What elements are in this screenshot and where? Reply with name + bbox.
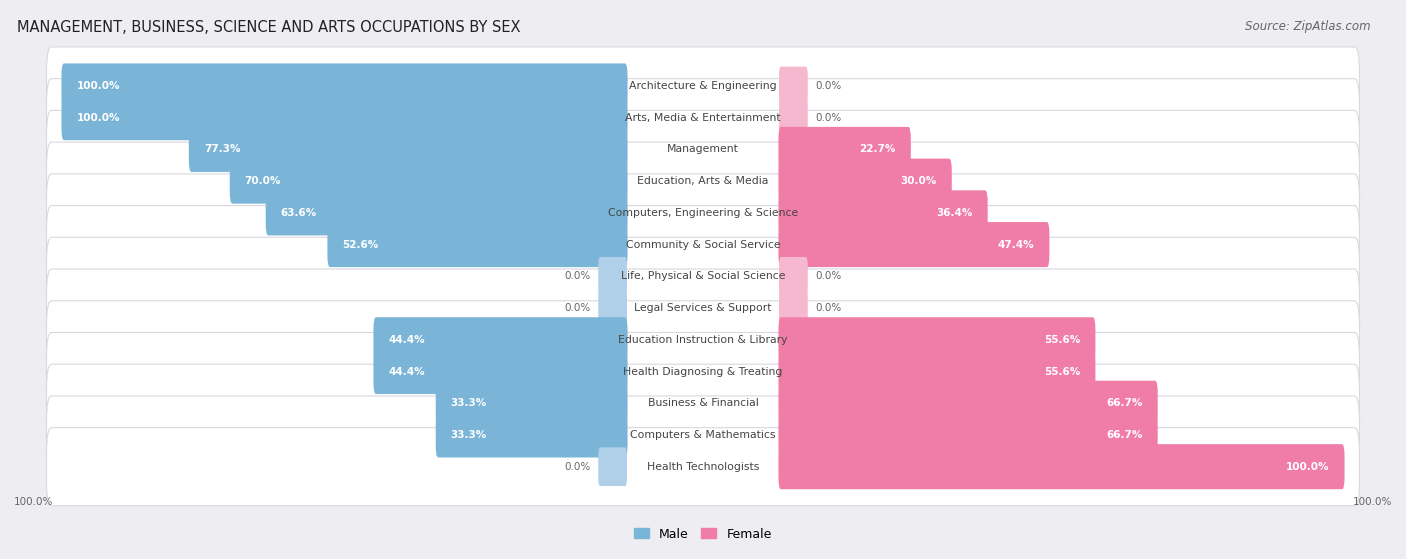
Text: 66.7%: 66.7% — [1107, 398, 1143, 408]
FancyBboxPatch shape — [46, 79, 1360, 157]
Text: 0.0%: 0.0% — [565, 462, 591, 472]
FancyBboxPatch shape — [46, 428, 1360, 506]
FancyBboxPatch shape — [779, 413, 1157, 457]
FancyBboxPatch shape — [46, 206, 1360, 283]
FancyBboxPatch shape — [779, 257, 807, 296]
Text: 0.0%: 0.0% — [565, 271, 591, 281]
Text: Education Instruction & Library: Education Instruction & Library — [619, 335, 787, 345]
FancyBboxPatch shape — [779, 288, 807, 328]
FancyBboxPatch shape — [46, 301, 1360, 379]
FancyBboxPatch shape — [188, 127, 627, 172]
FancyBboxPatch shape — [599, 288, 627, 328]
Text: Health Diagnosing & Treating: Health Diagnosing & Treating — [623, 367, 783, 377]
Text: 44.4%: 44.4% — [388, 335, 425, 345]
FancyBboxPatch shape — [779, 444, 1344, 489]
FancyBboxPatch shape — [46, 47, 1360, 125]
Text: 36.4%: 36.4% — [936, 208, 973, 218]
FancyBboxPatch shape — [62, 95, 627, 140]
FancyBboxPatch shape — [46, 238, 1360, 315]
Text: Community & Social Service: Community & Social Service — [626, 240, 780, 250]
FancyBboxPatch shape — [599, 257, 627, 296]
Text: 55.6%: 55.6% — [1045, 335, 1080, 345]
Text: Business & Financial: Business & Financial — [648, 398, 758, 408]
Text: 0.0%: 0.0% — [815, 271, 841, 281]
Text: 100.0%: 100.0% — [76, 81, 120, 91]
Text: 77.3%: 77.3% — [204, 144, 240, 154]
Text: 22.7%: 22.7% — [859, 144, 896, 154]
Text: 30.0%: 30.0% — [901, 176, 936, 186]
Text: 0.0%: 0.0% — [815, 81, 841, 91]
FancyBboxPatch shape — [779, 381, 1157, 426]
Text: 100.0%: 100.0% — [1286, 462, 1330, 472]
FancyBboxPatch shape — [779, 191, 987, 235]
FancyBboxPatch shape — [779, 159, 952, 203]
FancyBboxPatch shape — [779, 67, 807, 105]
Text: MANAGEMENT, BUSINESS, SCIENCE AND ARTS OCCUPATIONS BY SEX: MANAGEMENT, BUSINESS, SCIENCE AND ARTS O… — [17, 20, 520, 35]
FancyBboxPatch shape — [779, 127, 911, 172]
Text: 63.6%: 63.6% — [281, 208, 316, 218]
Text: 52.6%: 52.6% — [343, 240, 378, 250]
FancyBboxPatch shape — [436, 381, 627, 426]
FancyBboxPatch shape — [46, 269, 1360, 347]
Text: 47.4%: 47.4% — [998, 240, 1035, 250]
Text: 44.4%: 44.4% — [388, 367, 425, 377]
FancyBboxPatch shape — [779, 222, 1049, 267]
FancyBboxPatch shape — [266, 191, 627, 235]
FancyBboxPatch shape — [46, 174, 1360, 252]
Text: Source: ZipAtlas.com: Source: ZipAtlas.com — [1246, 20, 1371, 32]
Text: Health Technologists: Health Technologists — [647, 462, 759, 472]
FancyBboxPatch shape — [599, 447, 627, 486]
Text: 70.0%: 70.0% — [245, 176, 281, 186]
FancyBboxPatch shape — [328, 222, 627, 267]
FancyBboxPatch shape — [779, 98, 807, 137]
Text: 0.0%: 0.0% — [815, 303, 841, 313]
Text: Arts, Media & Entertainment: Arts, Media & Entertainment — [626, 113, 780, 122]
Text: Legal Services & Support: Legal Services & Support — [634, 303, 772, 313]
Text: Education, Arts & Media: Education, Arts & Media — [637, 176, 769, 186]
Text: 55.6%: 55.6% — [1045, 367, 1080, 377]
Text: Architecture & Engineering: Architecture & Engineering — [630, 81, 776, 91]
FancyBboxPatch shape — [779, 349, 1095, 394]
FancyBboxPatch shape — [46, 396, 1360, 474]
Text: 66.7%: 66.7% — [1107, 430, 1143, 440]
Text: 33.3%: 33.3% — [451, 430, 486, 440]
FancyBboxPatch shape — [62, 63, 627, 108]
Text: 100.0%: 100.0% — [76, 113, 120, 122]
Text: Computers, Engineering & Science: Computers, Engineering & Science — [607, 208, 799, 218]
FancyBboxPatch shape — [46, 364, 1360, 442]
FancyBboxPatch shape — [229, 159, 627, 203]
FancyBboxPatch shape — [46, 110, 1360, 188]
Text: 100.0%: 100.0% — [1353, 496, 1392, 506]
FancyBboxPatch shape — [46, 142, 1360, 220]
Text: 33.3%: 33.3% — [451, 398, 486, 408]
Text: 0.0%: 0.0% — [565, 303, 591, 313]
Text: 100.0%: 100.0% — [14, 496, 53, 506]
FancyBboxPatch shape — [779, 318, 1095, 362]
Text: Life, Physical & Social Science: Life, Physical & Social Science — [621, 271, 785, 281]
Text: 0.0%: 0.0% — [815, 113, 841, 122]
FancyBboxPatch shape — [374, 318, 627, 362]
Text: Management: Management — [666, 144, 740, 154]
FancyBboxPatch shape — [374, 349, 627, 394]
Legend: Male, Female: Male, Female — [630, 523, 776, 546]
Text: Computers & Mathematics: Computers & Mathematics — [630, 430, 776, 440]
FancyBboxPatch shape — [46, 333, 1360, 410]
FancyBboxPatch shape — [436, 413, 627, 457]
